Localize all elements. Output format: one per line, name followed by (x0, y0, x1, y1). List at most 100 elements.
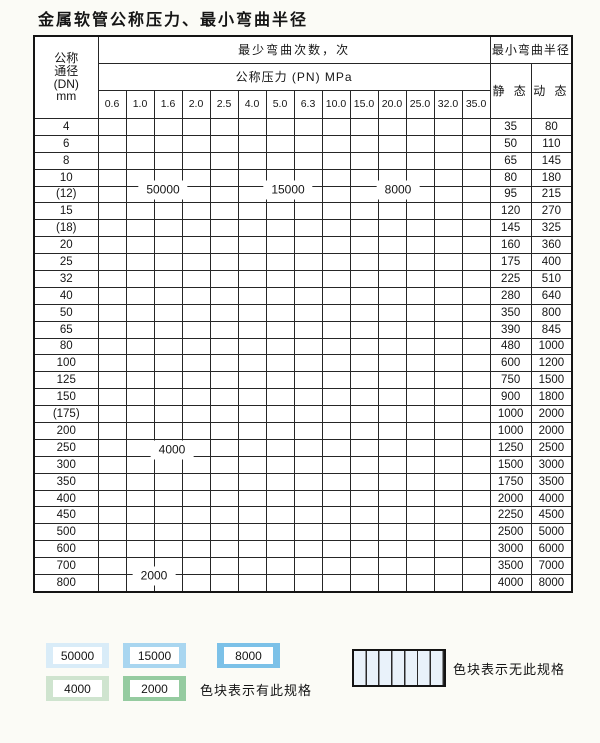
cycle-cell (293, 320, 323, 339)
cycle-cell (153, 540, 183, 559)
dynamic-radius-cell: 215 (530, 185, 573, 204)
cycle-cell (433, 202, 463, 221)
cycle-cell (433, 185, 463, 204)
cycle-cell (181, 557, 211, 576)
nominal-pressure-header: 公称压力 (PN) MPa (97, 63, 491, 91)
cycle-cell (209, 337, 239, 356)
cycle-cell (209, 472, 239, 491)
cycle-cell (237, 151, 267, 170)
cycle-cell (209, 489, 239, 508)
cycle-cell (125, 523, 155, 542)
cycle-cell (405, 489, 435, 508)
cycle-cell (97, 219, 127, 238)
cycle-cell (377, 303, 407, 322)
cycle-cell (97, 168, 127, 187)
cycle-cell (377, 506, 407, 525)
cycle-cell (349, 506, 379, 525)
cycle-cell (377, 236, 407, 255)
cycle-cell (461, 185, 491, 204)
cycle-cell (293, 337, 323, 356)
dn-cell: 80 (33, 337, 99, 356)
cycle-cell (293, 540, 323, 559)
static-radius-cell: 65 (489, 151, 532, 170)
cycle-cell (97, 489, 127, 508)
zone-label-8000: 8000 (376, 180, 420, 200)
cycle-cell (433, 540, 463, 559)
cycle-cell (265, 303, 295, 322)
cycle-cell (265, 202, 295, 221)
cycle-cell (349, 151, 379, 170)
cycle-cell (461, 540, 491, 559)
cycle-cell (209, 253, 239, 272)
cycle-cell (349, 574, 379, 593)
cycle-cell (97, 422, 127, 440)
cycle-cell (321, 354, 351, 373)
cycle-cell (293, 118, 323, 136)
cycle-cell (461, 134, 491, 153)
pressure-column-header: 10.0 (321, 90, 351, 119)
cycle-cell (349, 438, 379, 457)
table-row: 25 175 400 (33, 253, 573, 272)
cycle-cell (237, 270, 267, 288)
legend-swatch-value: 2000 (130, 680, 179, 697)
static-radius-cell: 390 (489, 320, 532, 339)
cycle-cell (97, 472, 127, 491)
cycle-cell (293, 472, 323, 491)
cycle-cell (461, 506, 491, 525)
cycle-cell (377, 371, 407, 390)
cycle-cell (321, 523, 351, 542)
cycle-cell (237, 134, 267, 153)
cycle-cell (209, 134, 239, 153)
dn-cell: 700 (33, 557, 99, 576)
cycle-cell (377, 523, 407, 542)
cycle-cell (265, 455, 295, 474)
pressure-column-header: 6.3 (293, 90, 323, 119)
cycle-cell (209, 455, 239, 474)
cycle-cell (97, 354, 127, 373)
cycle-cell (321, 168, 351, 187)
cycle-cell (125, 253, 155, 272)
cycle-cell (321, 557, 351, 576)
cycle-cell (209, 371, 239, 390)
cycle-cell (153, 455, 183, 474)
dynamic-radius-cell: 7000 (530, 557, 573, 576)
cycle-cell (461, 168, 491, 187)
header-row-pressures: 0.6 1.0 1.6 2.0 2.5 4.0 5.0 6.3 10.0 15.0 20.0 25.0… (34, 90, 572, 119)
cycle-cell (321, 286, 351, 305)
cycle-cell (153, 422, 183, 440)
table-row: 450 2250 4500 (33, 506, 573, 525)
bend-cycles-header: 最少弯曲次数，次 (97, 35, 491, 64)
cycle-cell (461, 354, 491, 373)
cycle-cell (461, 253, 491, 272)
cycle-cell (237, 320, 267, 339)
table-row: 20 160 360 (33, 236, 573, 255)
cycle-cell (461, 489, 491, 508)
cycle-cell (349, 388, 379, 407)
cycle-cell (461, 371, 491, 390)
cycle-cell (97, 557, 127, 576)
legend-swatch-value: 50000 (53, 647, 102, 664)
cycle-cell (209, 354, 239, 373)
cycle-cell (125, 489, 155, 508)
cycle-cell (349, 270, 379, 288)
cycle-cell (377, 337, 407, 356)
cycle-cell (153, 270, 183, 288)
cycle-cell (433, 506, 463, 525)
legend-swatch-50000: 50000 (46, 643, 109, 668)
static-radius-cell: 350 (489, 303, 532, 322)
cycle-cell (265, 286, 295, 305)
pressure-column-header: 20.0 (377, 90, 407, 119)
pressure-bend-table: 公称 通径 (DN) mm 最少弯曲次数，次 最小弯曲半径 公称压力 (PN) MPa 静 态… (33, 35, 574, 593)
cycle-cell (209, 506, 239, 525)
cycle-cell (377, 422, 407, 440)
cycle-cell (321, 540, 351, 559)
cycle-cell (405, 219, 435, 238)
static-radius-cell: 1750 (489, 472, 532, 491)
cycle-cell (153, 354, 183, 373)
cycle-cell (321, 574, 351, 593)
cycle-cell (405, 270, 435, 288)
dynamic-radius-cell: 360 (530, 236, 573, 255)
cycle-cell (321, 422, 351, 440)
cycle-cell (405, 557, 435, 576)
cycle-cell (209, 151, 239, 170)
